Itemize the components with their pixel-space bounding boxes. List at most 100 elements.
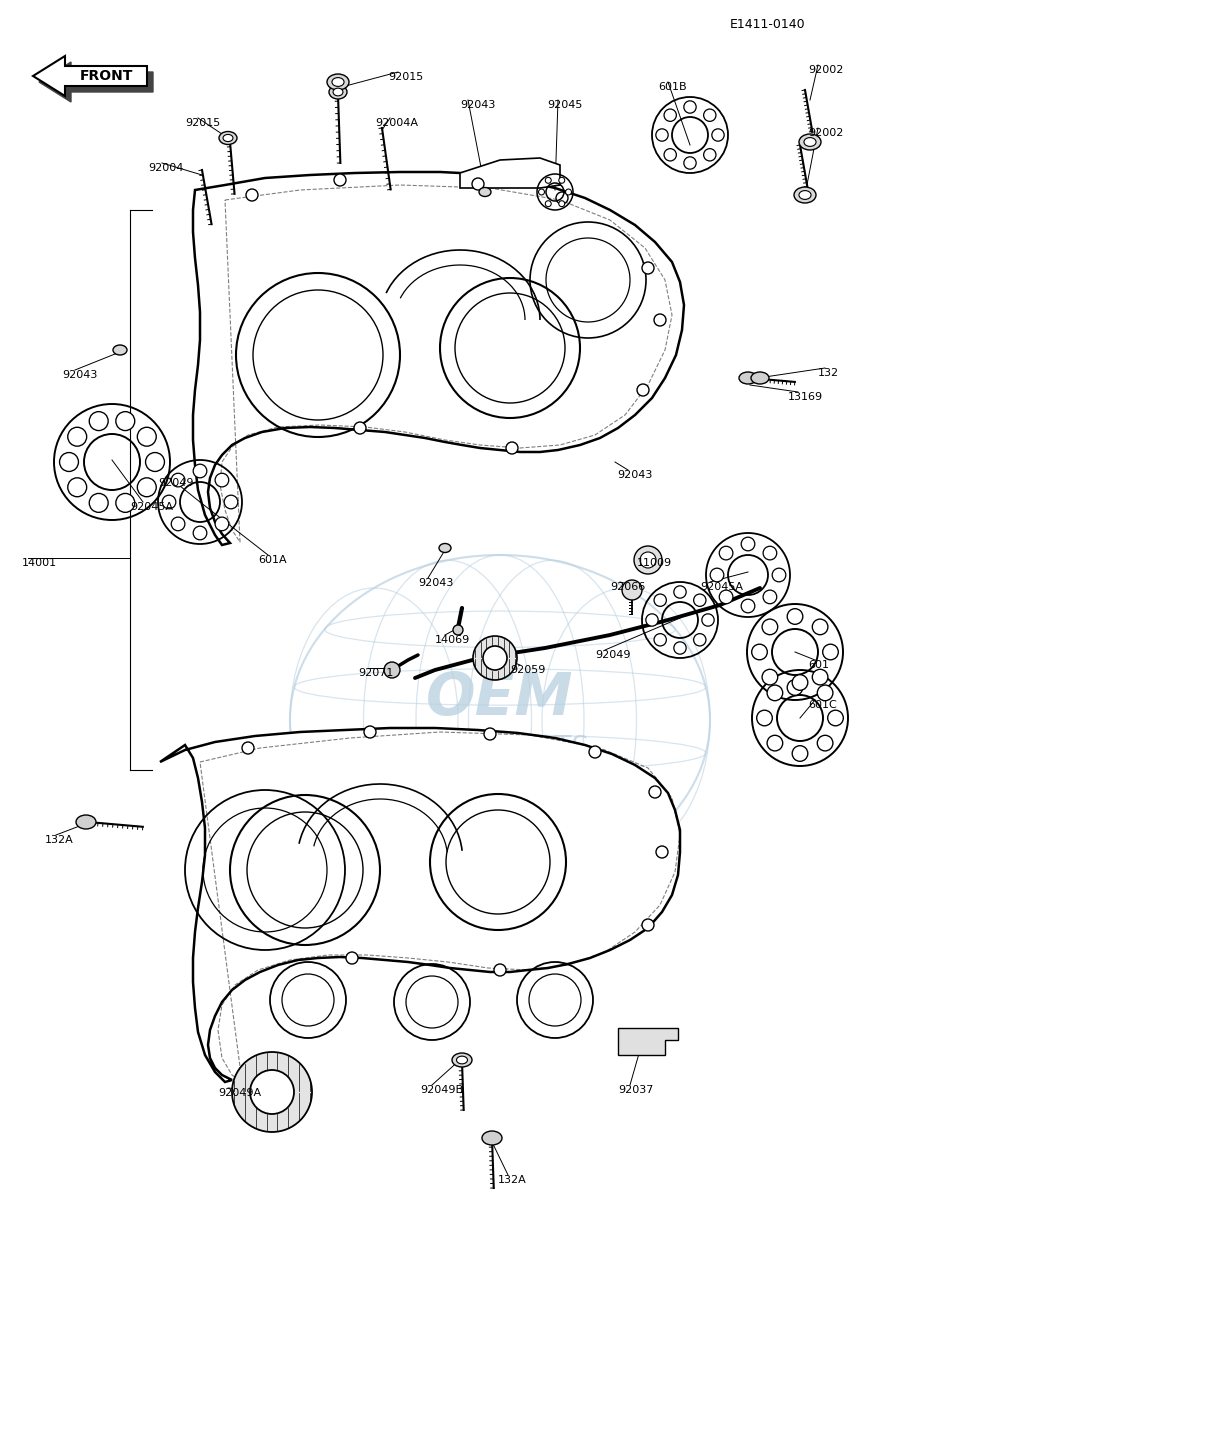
Circle shape [818,685,833,701]
Circle shape [193,526,206,540]
Ellipse shape [333,88,343,96]
Ellipse shape [452,1053,472,1067]
Text: OEM: OEM [426,669,574,727]
Ellipse shape [479,187,491,197]
Circle shape [545,201,551,207]
Text: 92004: 92004 [148,164,183,172]
Circle shape [246,190,258,201]
Text: 92045A: 92045A [699,582,743,592]
Circle shape [334,174,346,185]
Text: 92004A: 92004A [375,117,418,127]
Circle shape [68,427,87,446]
Circle shape [355,421,365,434]
Text: 92049A: 92049A [218,1087,262,1098]
Text: 92066: 92066 [610,582,645,592]
Text: 92071: 92071 [358,668,393,678]
Circle shape [703,149,716,161]
Text: 92002: 92002 [808,127,843,138]
Text: 92049B: 92049B [420,1085,463,1095]
Circle shape [649,786,661,798]
Circle shape [654,634,667,646]
Circle shape [215,517,229,531]
Circle shape [232,1053,312,1132]
Ellipse shape [223,135,233,142]
Text: 601: 601 [808,660,829,670]
Circle shape [693,634,706,646]
Circle shape [788,608,803,624]
Text: FRONT: FRONT [80,70,133,83]
Circle shape [756,710,772,725]
Ellipse shape [327,74,349,90]
Circle shape [788,679,803,695]
Text: 601B: 601B [658,83,686,93]
Circle shape [472,178,484,190]
Polygon shape [33,56,147,96]
Circle shape [556,193,568,204]
Circle shape [242,741,254,754]
Circle shape [482,646,507,670]
Text: 92049: 92049 [595,650,631,660]
Circle shape [193,465,206,478]
Text: 11009: 11009 [637,557,672,568]
Circle shape [634,546,662,573]
Text: 92045: 92045 [548,100,582,110]
Circle shape [364,725,376,738]
Circle shape [813,669,827,685]
Circle shape [558,201,564,207]
Circle shape [763,546,777,560]
Text: 92015: 92015 [388,72,423,83]
Circle shape [674,586,686,598]
Circle shape [702,614,714,626]
Circle shape [384,662,400,678]
Circle shape [545,177,551,184]
Circle shape [146,453,164,472]
Text: 92045A: 92045A [130,502,172,513]
Circle shape [813,620,827,634]
Circle shape [539,190,544,195]
Circle shape [59,453,78,472]
Text: 132A: 132A [498,1174,527,1184]
Circle shape [792,746,808,762]
Circle shape [162,495,176,508]
Text: 14069: 14069 [435,636,470,644]
Circle shape [558,177,564,184]
Text: 92043: 92043 [418,578,453,588]
Circle shape [772,568,786,582]
Circle shape [792,675,808,691]
Circle shape [640,552,656,568]
Circle shape [224,495,238,508]
Circle shape [215,473,229,487]
Circle shape [116,411,135,430]
Text: 92002: 92002 [808,65,843,75]
Circle shape [473,636,517,681]
Circle shape [346,951,358,964]
Ellipse shape [329,85,347,98]
Polygon shape [39,62,153,101]
Circle shape [684,156,696,169]
Text: 92015: 92015 [185,117,221,127]
Circle shape [742,599,755,613]
Circle shape [494,964,507,976]
Circle shape [642,919,654,931]
Circle shape [589,746,601,757]
Circle shape [646,614,658,626]
Circle shape [665,149,677,161]
Circle shape [637,384,649,395]
Circle shape [822,644,838,660]
Ellipse shape [219,132,238,145]
Circle shape [507,442,519,455]
Circle shape [656,846,668,859]
Circle shape [89,411,109,430]
Circle shape [171,473,185,487]
Ellipse shape [457,1056,468,1064]
Circle shape [719,546,733,560]
Polygon shape [193,172,684,544]
Text: 132A: 132A [45,835,74,846]
Circle shape [654,314,666,326]
Text: 13169: 13169 [788,392,824,403]
Ellipse shape [798,191,812,200]
Circle shape [719,591,733,604]
Text: 92049: 92049 [158,478,193,488]
Text: 92043: 92043 [62,371,98,379]
Ellipse shape [739,372,757,384]
